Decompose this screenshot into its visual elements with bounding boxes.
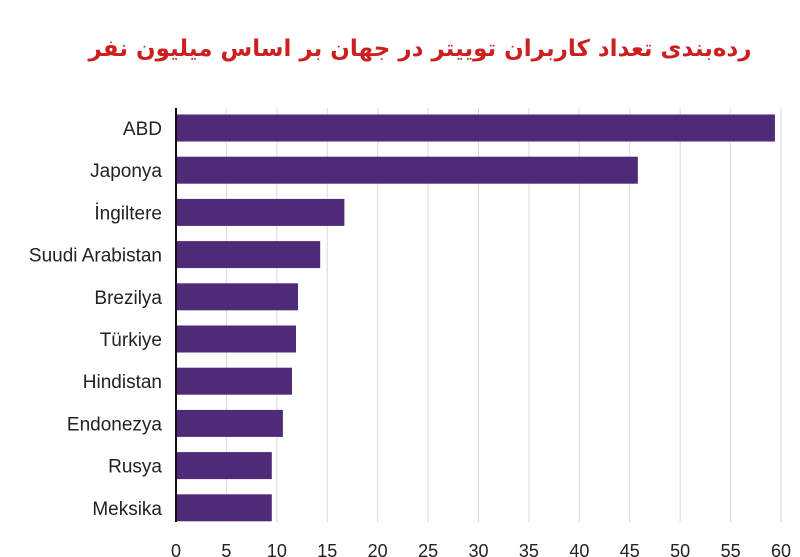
x-tick-label: 0	[171, 541, 181, 557]
chart-title: رده‌بندی تعداد کاربران توییتر در جهان بر…	[88, 36, 752, 62]
x-tick-label: 45	[620, 541, 640, 557]
x-tick-label: 30	[468, 541, 488, 557]
x-tick-label: 60	[771, 541, 791, 557]
x-tick-label: 20	[368, 541, 388, 557]
bar	[176, 156, 638, 184]
bar	[176, 241, 321, 269]
x-tick-label: 25	[418, 541, 438, 557]
category-label: Hindistan	[83, 372, 162, 393]
bar	[176, 409, 283, 437]
x-tick-label: 5	[221, 541, 231, 557]
x-tick-label: 50	[670, 541, 690, 557]
x-tick-label: 15	[317, 541, 337, 557]
bar	[176, 114, 775, 142]
category-label: Suudi Arabistan	[29, 246, 162, 267]
x-tick-label: 40	[569, 541, 589, 557]
category-labels: ABD Japonya İngiltere Suudi Arabistan Brezil…	[29, 119, 163, 520]
category-label: Brezilya	[94, 288, 162, 309]
category-label: Rusya	[108, 457, 162, 478]
x-axis-tick-labels: 0 5 10 15 20 25 30 35 40 45 50 55 60	[171, 541, 791, 557]
bar	[176, 325, 296, 353]
category-label: İngiltere	[94, 203, 162, 224]
bar	[176, 283, 299, 311]
category-label: Japonya	[90, 161, 162, 182]
category-label: Endonezya	[67, 414, 163, 435]
x-tick-label: 35	[519, 541, 539, 557]
category-label: Meksika	[92, 499, 162, 520]
category-label: Türkiye	[100, 330, 162, 351]
x-tick-label: 10	[267, 541, 287, 557]
bar	[176, 494, 272, 522]
bar-layer	[176, 114, 775, 522]
category-label: ABD	[123, 119, 162, 140]
bar	[176, 198, 345, 226]
bar	[176, 452, 272, 480]
bar	[176, 367, 292, 395]
x-tick-label: 55	[721, 541, 741, 557]
